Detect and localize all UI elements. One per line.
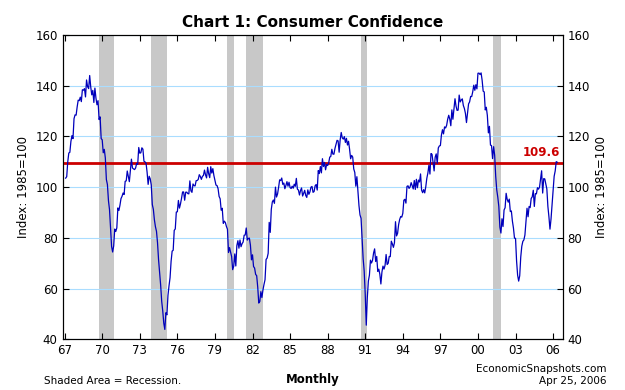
Bar (228, 35, 234, 339)
Text: Shaded Area = Recession.: Shaded Area = Recession. (44, 376, 181, 386)
Y-axis label: Index: 1985=100: Index: 1985=100 (17, 136, 30, 238)
Y-axis label: Index: 1985=100: Index: 1985=100 (595, 136, 608, 238)
Text: EconomicSnapshots.com
Apr 25, 2006: EconomicSnapshots.com Apr 25, 2006 (476, 365, 606, 386)
Bar (246, 35, 263, 339)
Bar (99, 35, 114, 339)
Bar (492, 35, 501, 339)
Text: Monthly: Monthly (286, 373, 339, 386)
Bar (151, 35, 167, 339)
Text: 109.6: 109.6 (523, 145, 561, 158)
Bar (361, 35, 368, 339)
Title: Chart 1: Consumer Confidence: Chart 1: Consumer Confidence (182, 15, 443, 30)
